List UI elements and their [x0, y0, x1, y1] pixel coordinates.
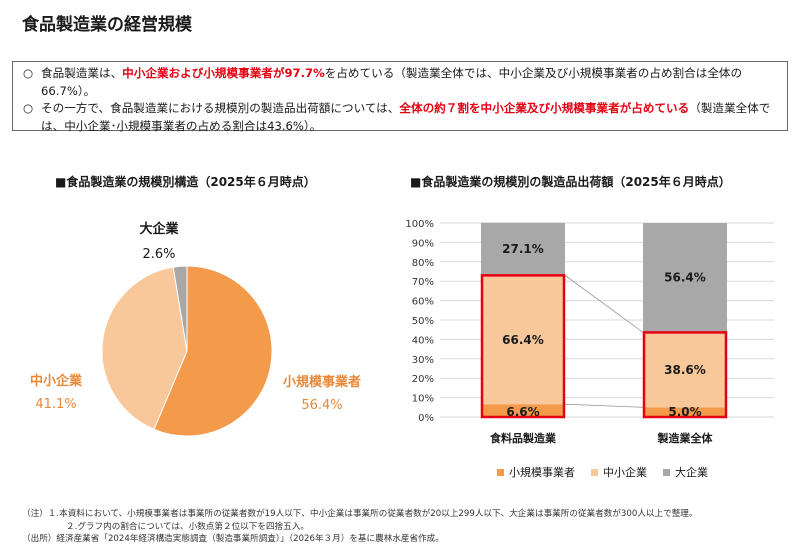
bar-segment [481, 222, 565, 276]
legend-swatch [663, 468, 670, 476]
y-tick-label: 20% [412, 374, 434, 385]
page-title: 食品製造業の経営規模 [22, 15, 192, 35]
summary-point-2-text-b: （製造業全体では、中小企業･小規模事業者の占める割合は43.6%）。 [41, 101, 771, 133]
footnote-source: （出所）経済産業省「2024年経済構造実態調査（製造事業所調査）」（2026年３… [22, 534, 444, 544]
bullet-circle-icon: ○ [23, 66, 34, 80]
summary-point-2-text-a: その一方で、食品製造業における規模別の製造品出荷額については、 [41, 101, 400, 115]
y-tick-label: 80% [412, 258, 434, 269]
bar-value-label: 66.4% [502, 333, 544, 347]
legend-label: 小規模事業者 [509, 466, 575, 479]
pie-label-small: 小規模事業者 [283, 374, 361, 390]
pie-label-medium: 中小企業 [30, 373, 83, 389]
highlight-box [480, 274, 566, 419]
pie-slice-small [153, 265, 273, 437]
pie-slice-large [172, 265, 188, 352]
bar-value-label: 38.6% [664, 363, 706, 377]
bullet-circle-icon: ○ [23, 101, 34, 115]
summary-box: ○ 食品製造業は、中小企業および小規模事業者が97.7%を占めている（製造業全体で… [12, 61, 788, 133]
pie-value-medium: 41.1% [35, 397, 76, 412]
summary-point-2-highlight: 全体の約７割を中小企業及び小規模事業者が占めている [399, 101, 690, 115]
summary-point-1-text-b: を占めている（製造業全体では、中小企業及び小規模事業者の占め割合は全体の66.7… [41, 66, 743, 98]
connector-line [564, 275, 644, 333]
chart-legend: 小規模事業者 中小企業 大企業 [497, 464, 708, 480]
y-tick-label: 30% [412, 355, 434, 366]
y-tick-label: 0% [418, 413, 434, 424]
footnote-2: ２.グラフ内の割合については、小数点第２位以下を四捨五入。 [66, 521, 309, 532]
pie-chart: 小規模事業者 56.4% 中小企業 41.1% 大企業 2.6% [30, 221, 361, 437]
highlight-box [642, 331, 728, 419]
bar-segment [643, 332, 727, 408]
connector-line [564, 403, 644, 408]
footnotes: （注）１.本資料において、小規模事業者は事業所の従業者数が19人以下、中小企業は… [22, 508, 697, 546]
y-tick-label: 60% [412, 297, 434, 308]
x-category-label: 食料品製造業 [490, 431, 557, 445]
bar-segment [643, 407, 727, 417]
legend-swatch [591, 468, 598, 476]
stacked-bar-chart: 0% 10% 20% 30% 40% 50% 60% 70% 80% 90% 100% 食料品製造業 製… [405, 219, 774, 445]
x-category-label: 製造業全体 [657, 431, 714, 445]
y-tick-label: 70% [412, 277, 434, 288]
summary-point-1: ○ 食品製造業は、中小企業および小規模事業者が97.7%を占めている（製造業全体で… [23, 65, 777, 100]
y-tick-label: 10% [412, 394, 434, 405]
pie-label-large: 大企業 [139, 221, 179, 237]
bar-value-label: 6.6% [506, 405, 539, 419]
bar-segment [481, 275, 565, 405]
summary-point-1-text-a: 食品製造業は、 [41, 66, 123, 80]
summary-point-1-highlight: 中小企業および小規模事業者が97.7% [122, 66, 325, 80]
bar-value-label: 27.1% [502, 242, 544, 256]
y-tick-label: 50% [412, 316, 434, 327]
pie-slice-medium [101, 266, 188, 430]
legend-item-small: 小規模事業者 [497, 464, 575, 480]
pie-value-small: 56.4% [301, 398, 342, 413]
y-tick-label: 90% [412, 238, 434, 249]
y-tick-label: 40% [412, 335, 434, 346]
bar-value-label: 56.4% [664, 271, 706, 285]
summary-point-2: ○ その一方で、食品製造業における規模別の製造品出荷額については、全体の約７割を中… [23, 100, 777, 135]
pie-value-large: 2.6% [142, 247, 175, 262]
legend-swatch [497, 468, 504, 476]
bar-segment [643, 223, 727, 333]
pie-section-title: ■食品製造業の規模別構造（2025年６月時点） [55, 175, 316, 189]
legend-label: 大企業 [675, 466, 708, 479]
footnote-1: （注）１.本資料において、小規模事業者は事業所の従業者数が19人以下、中小企業は… [22, 509, 698, 519]
bar-section-title: ■食品製造業の規模別の製造品出荷額（2025年６月時点） [410, 175, 731, 189]
legend-item-medium: 中小企業 [591, 464, 647, 480]
y-tick-label: 100% [405, 219, 434, 230]
legend-label: 中小企業 [603, 466, 647, 479]
bar-value-label: 5.0% [668, 405, 701, 419]
bar-segment [481, 404, 565, 417]
legend-item-large: 大企業 [663, 464, 708, 480]
